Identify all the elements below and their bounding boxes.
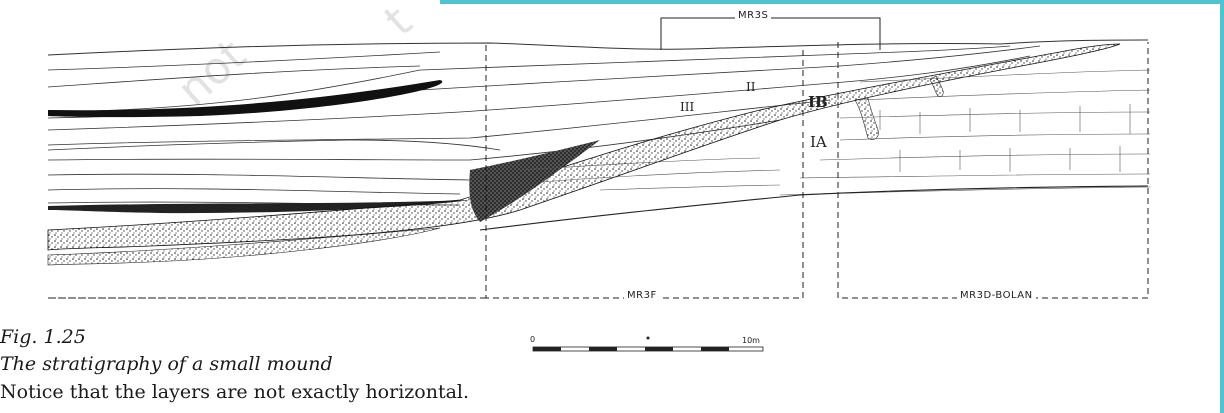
stippled-pit	[854, 97, 879, 140]
stippled-layer-dense	[469, 140, 600, 222]
figure-title: The stratigraphy of a small mound	[0, 353, 333, 375]
trench-label-left: MR3F	[624, 290, 660, 301]
layer-label-ib: IB	[808, 93, 828, 111]
layer-label-ii: II	[746, 80, 756, 94]
layer-label-ia: IA	[810, 133, 827, 151]
layer-label-iii: III	[680, 100, 695, 114]
scale-end-label: 10m	[742, 336, 760, 345]
figure-note: Notice that the layers are not exactly h…	[0, 381, 470, 403]
dark-layer	[48, 200, 470, 214]
trench-label-top: MR3S	[735, 10, 772, 21]
scale-bar	[532, 336, 764, 352]
dark-layer	[48, 80, 443, 118]
mound-surface	[47, 39, 1149, 56]
ground-line	[479, 185, 1149, 231]
stippled-layer	[47, 227, 441, 266]
figure-number: Fig. 1.25	[0, 326, 86, 348]
scale-start-label: 0	[530, 335, 536, 344]
stippled-pit	[929, 75, 944, 97]
trench-label-right: MR3D-BOLAN	[957, 290, 1036, 301]
